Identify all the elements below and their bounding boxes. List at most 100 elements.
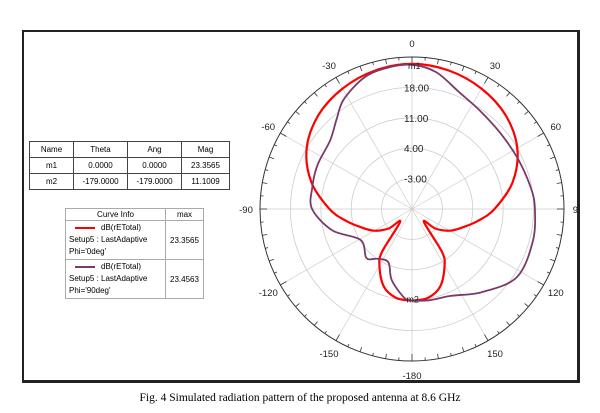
angle-tick [524,110,529,115]
angle-tick [537,281,544,286]
angle-tick [385,353,387,359]
grid-spoke [335,77,413,210]
col-mag: Mag [181,141,230,158]
angle-tick [304,314,307,317]
angle-tick-label: -180 [402,371,421,382]
grid-spoke [411,132,544,210]
angle-tick [295,303,300,308]
angle-tick [474,71,477,75]
angle-tick [533,294,537,297]
legend-line-red [75,226,95,229]
angle-tick [549,258,555,262]
angle-tick [461,66,465,72]
marker-m1: m1 [408,61,421,71]
r-tick-label: 18.00 [404,83,429,94]
angle-tick [324,84,327,88]
cell: 23.3565 [181,157,230,174]
angle-tick [506,92,511,97]
grid-spoke [280,132,413,210]
angle-tick-label: 90 [573,205,580,216]
angle-tick [359,346,363,352]
angle-tick [506,321,511,326]
angle-tick [347,343,350,347]
angle-tick [546,144,550,147]
legend-line-purple [75,265,95,268]
angle-tick [549,156,555,160]
table-row: m1 0.0000 0.0000 23.3565 [29,157,230,174]
angle-tick [265,169,269,171]
max-header: max [165,208,204,221]
marker-table: Name Theta Ang Mag m1 0.0000 0.0000 23.3… [29,141,230,190]
angle-tick [359,66,363,72]
angle-tick [461,346,465,352]
legend-setup: Setup5 : LastAdaptive [69,274,148,283]
cell: 0.0000 [73,157,128,174]
angle-tick [335,77,340,84]
angle-tick [265,247,269,249]
grid-spoke [280,208,413,286]
angle-tick [517,314,520,317]
angle-tick [437,353,439,359]
angle-tick [313,92,318,97]
angle-tick [555,247,559,249]
angle-tick [274,271,278,274]
angle-tick-label: 30 [490,61,501,72]
angle-tick [484,77,489,84]
series-phi-90deg [309,63,537,302]
plot-frame: -3.00 4.00 11.00 18.00 0 30 60 90 120 150 -180 -150… [22,30,580,383]
angle-tick [287,121,291,124]
angle-tick [497,84,500,88]
angle-tick [555,169,559,171]
angle-tick [450,352,452,356]
grid-ring [381,178,443,240]
angle-tick [533,121,537,124]
angle-tick [274,144,278,147]
angle-tick-label: 150 [487,349,503,360]
angle-tick [287,294,291,297]
angle-tick [497,330,500,334]
angle-tick-label: 60 [550,122,561,133]
legend-max: 23.4563 [165,259,204,299]
angle-tick-label: 120 [548,288,564,299]
grid-spoke [335,208,413,341]
angle-tick-label: -120 [259,288,278,299]
angle-tick [537,132,544,137]
curve-info-legend: Curve Info max dB(rETotal) Setup5 : Last… [65,208,204,299]
legend-max: 23.3565 [165,220,204,260]
cell: m2 [29,173,74,190]
table-row: m2 -179.0000 -179.0000 11.1009 [29,173,230,190]
angle-tick [450,62,452,66]
col-name: Name [29,141,74,158]
angle-tick [556,182,562,184]
angle-tick [385,59,387,65]
legend-phi: Phi='0deg' [69,247,107,256]
angle-tick [262,234,268,236]
angle-tick [517,101,520,104]
angle-tick-label: -150 [319,349,338,360]
legend-label: dB(rETotal) [101,262,142,271]
r-tick-label: -3.00 [404,175,427,186]
grid-ring [289,87,534,331]
curve-info-header: Curve Info [65,208,166,221]
cell: -179.0000 [73,173,128,190]
r-tick-label: 11.00 [404,114,429,125]
grid-spoke [411,208,489,341]
polar-plot: -3.00 4.00 11.00 18.00 0 30 60 90 120 150 -180 -150… [239,39,580,382]
angle-tick-label: 0 [409,39,414,50]
angle-tick [280,132,287,137]
cell: 11.1009 [181,173,230,190]
angle-tick [556,234,562,236]
cell: 0.0000 [127,157,182,174]
angle-tick-label: -30 [322,61,336,72]
angle-tick [262,182,268,184]
angle-tick-label: -60 [261,122,275,133]
legend-entry: dB(rETotal) Setup5 : LastAdaptive Phi='0… [65,220,204,260]
angle-tick-label: -90 [239,205,253,216]
figure-caption: Fig. 4 Simulated radiation pattern of th… [139,392,461,404]
marker-m2: m2 [406,295,419,305]
r-tick-label: 4.00 [404,144,424,155]
angle-tick [524,303,529,308]
legend-entry: dB(rETotal) Setup5 : LastAdaptive Phi='9… [65,259,204,299]
angle-tick [372,62,374,66]
col-theta: Theta [73,141,128,158]
